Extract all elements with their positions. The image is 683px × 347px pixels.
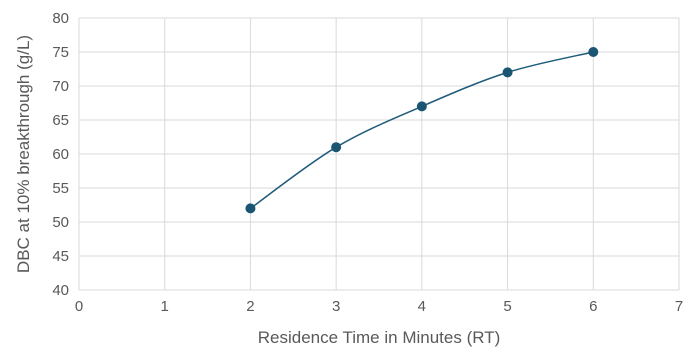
data-point — [245, 203, 256, 214]
series-layer — [245, 47, 599, 214]
y-tick-label: 45 — [52, 248, 69, 265]
data-point — [502, 67, 513, 78]
grid — [78, 17, 680, 291]
y-tick-label: 65 — [52, 112, 69, 129]
x-tick-label: 0 — [75, 298, 83, 315]
data-point — [588, 47, 599, 57]
data-point — [416, 101, 427, 112]
x-tick-label: 3 — [332, 298, 340, 315]
x-tick-label: 2 — [246, 298, 254, 315]
data-point — [331, 142, 342, 153]
y-tick-label: 70 — [52, 78, 69, 95]
x-axis-title: Residence Time in Minutes (RT) — [258, 328, 501, 347]
y-axis-title: DBC at 10% breakthrough (g/L) — [14, 35, 33, 273]
x-tick-labels: 0 1 2 3 4 5 6 7 — [75, 298, 683, 315]
y-tick-label: 40 — [52, 282, 69, 299]
y-tick-label: 60 — [52, 146, 69, 163]
y-tick-label: 50 — [52, 214, 69, 231]
x-tick-label: 7 — [675, 298, 683, 315]
y-tick-labels: 40 45 50 55 60 65 70 75 80 — [52, 10, 69, 299]
y-tick-label: 75 — [52, 44, 69, 61]
x-tick-label: 6 — [589, 298, 597, 315]
y-tick-label: 55 — [52, 180, 69, 197]
x-tick-label: 5 — [503, 298, 511, 315]
x-tick-label: 4 — [418, 298, 426, 315]
x-tick-label: 1 — [161, 298, 169, 315]
y-tick-label: 80 — [52, 10, 69, 27]
